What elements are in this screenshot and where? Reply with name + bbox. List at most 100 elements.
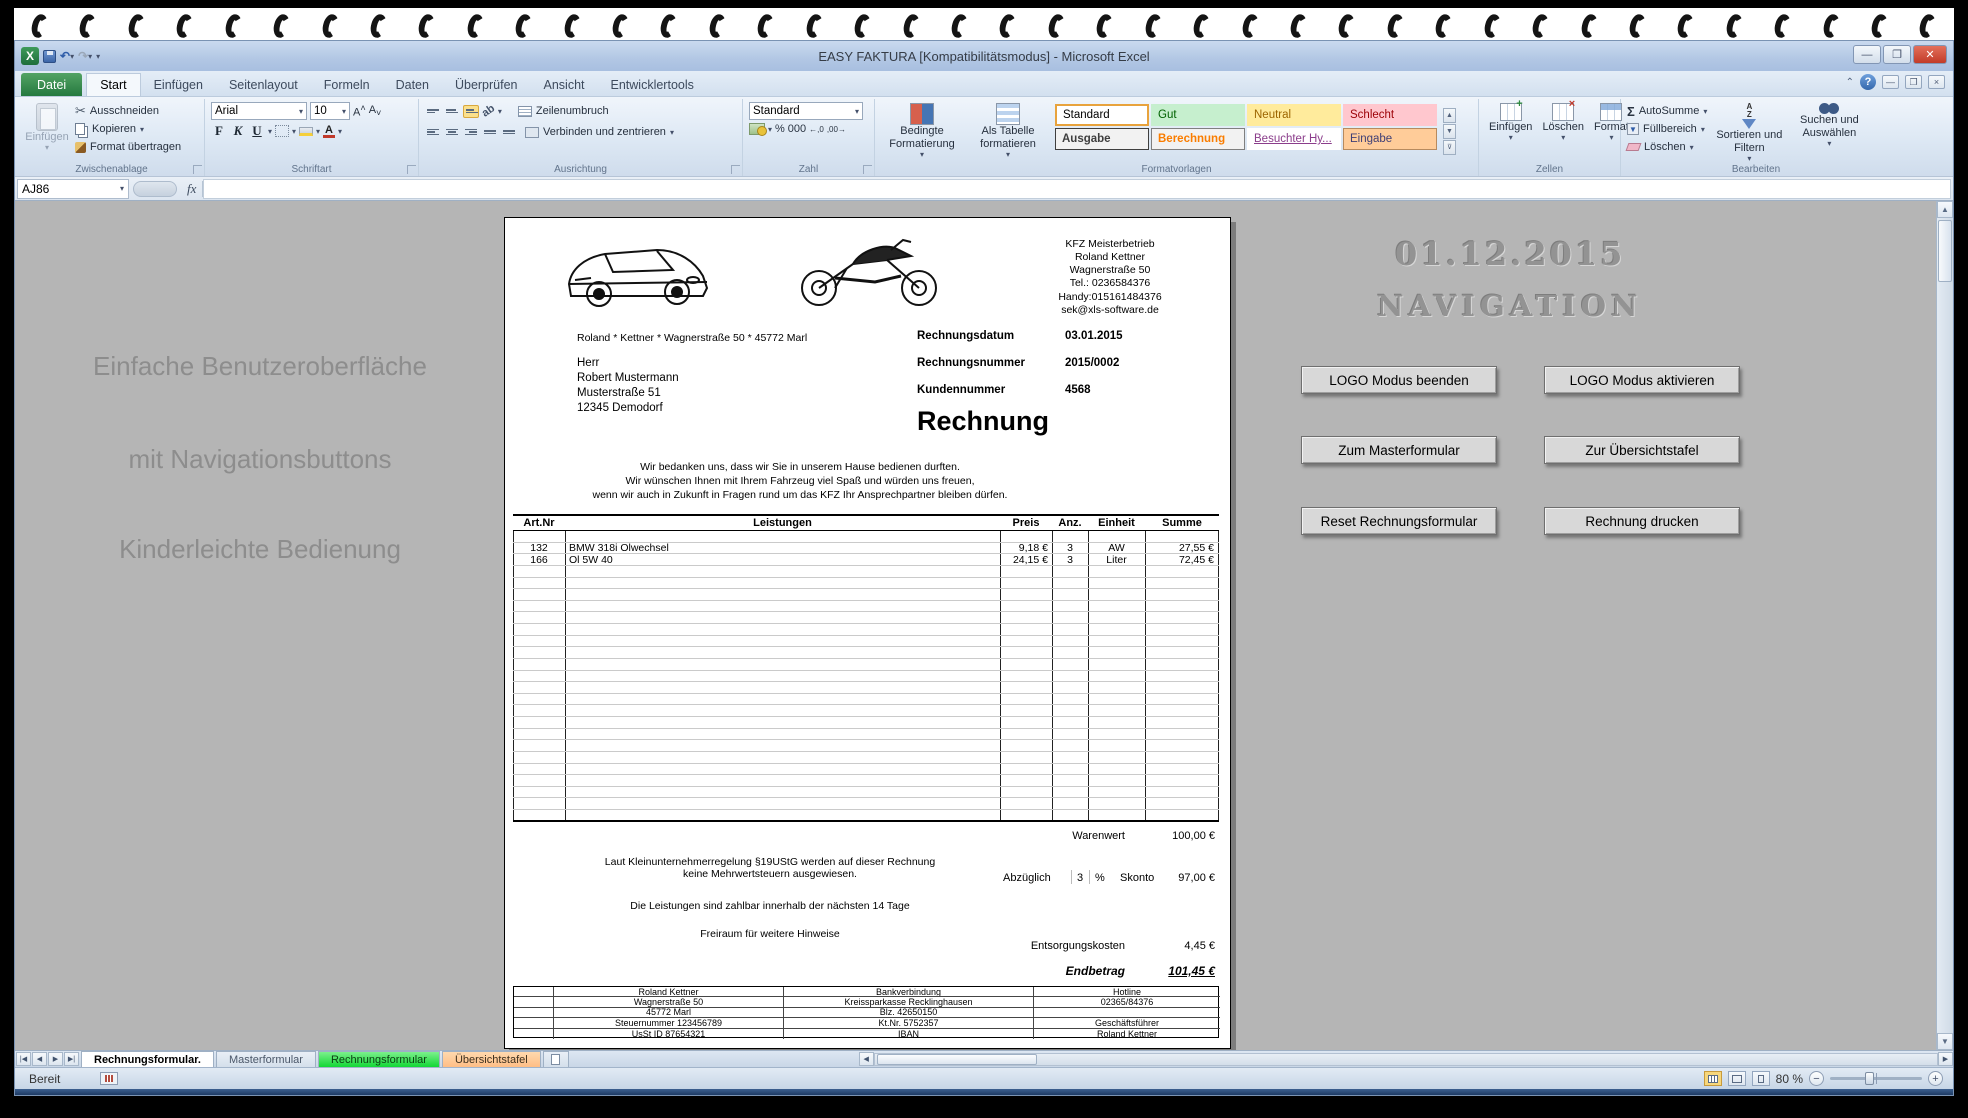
page-break-view-icon[interactable] <box>1751 1071 1770 1086</box>
tab-start[interactable]: Start <box>86 73 141 96</box>
maximize-button[interactable]: ❐ <box>1883 45 1911 64</box>
format-as-table-button[interactable]: Als Tabelle formatieren ▾ <box>967 102 1049 160</box>
align-left-icon[interactable] <box>425 126 441 139</box>
dialog-launcher-icon[interactable] <box>193 165 202 174</box>
scroll-up-icon[interactable]: ▲ <box>1937 201 1953 218</box>
borders-icon[interactable] <box>275 125 290 137</box>
save-button[interactable] <box>43 49 56 63</box>
clear-button[interactable]: Löschen ▾ <box>1625 138 1707 156</box>
prev-sheet-icon[interactable]: ◀ <box>32 1052 47 1066</box>
style-eingabe[interactable]: Eingabe <box>1343 128 1437 150</box>
increase-indent-icon[interactable] <box>501 126 517 139</box>
fill-button[interactable]: ▼ Füllbereich ▾ <box>1627 120 1707 138</box>
zum-masterformular-button[interactable]: Zum Masterformular <box>1301 436 1497 464</box>
dialog-launcher-icon[interactable] <box>407 165 416 174</box>
dialog-launcher-icon[interactable] <box>863 165 872 174</box>
tab-ueberpruefen[interactable]: Überprüfen <box>454 77 518 92</box>
autosum-button[interactable]: Σ AutoSumme ▾ <box>1627 103 1708 119</box>
zoom-slider-thumb[interactable] <box>1864 1072 1874 1085</box>
dialog-launcher-icon[interactable] <box>731 165 740 174</box>
tab-formeln[interactable]: Formeln <box>323 77 370 92</box>
zur-uebersichtstafel-button[interactable]: Zur Übersichtstafel <box>1544 436 1740 464</box>
redo-button[interactable]: ↷ ▾ <box>78 49 93 63</box>
minimize-button[interactable]: — <box>1853 45 1881 64</box>
sheet-tab-masterformular[interactable]: Masterformular <box>215 1051 316 1067</box>
font-color-icon[interactable]: A <box>323 123 335 138</box>
orientation-icon[interactable]: ab <box>479 102 498 120</box>
shrink-font-button[interactable]: A˅ <box>368 103 382 119</box>
insert-worksheet-icon[interactable] <box>542 1051 569 1067</box>
insert-cells-button[interactable]: Einfügen▾ <box>1485 98 1536 143</box>
help-icon[interactable]: ? <box>1860 74 1876 90</box>
conditional-formatting-button[interactable]: Bedingte Formatierung ▾ <box>881 102 963 160</box>
customize-qat-button[interactable]: ▾ <box>96 51 101 61</box>
sheet-tab-rechnungsformular-active[interactable]: Rechnungsformular. <box>81 1051 214 1067</box>
italic-button[interactable]: K <box>233 123 243 138</box>
style-standard[interactable]: Standard <box>1055 104 1149 126</box>
cut-button[interactable]: ✂ Ausschneiden <box>75 103 160 118</box>
zoom-in-icon[interactable]: + <box>1928 1071 1943 1086</box>
rechnung-drucken-button[interactable]: Rechnung drucken <box>1544 507 1740 535</box>
scroll-down-icon[interactable]: ▼ <box>1937 1033 1953 1050</box>
name-box[interactable]: AJ86 ▾ <box>17 178 129 199</box>
decrease-decimal-icon[interactable]: ,00→ <box>826 124 846 134</box>
next-sheet-icon[interactable]: ▶ <box>48 1052 63 1066</box>
font-family-combo[interactable]: Arial ▾ <box>211 102 307 120</box>
align-center-icon[interactable] <box>444 126 460 139</box>
tab-entwicklertools[interactable]: Entwicklertools <box>610 77 694 92</box>
number-format-combo[interactable]: Standard ▾ <box>749 102 863 120</box>
vertical-scroll-thumb[interactable] <box>1938 220 1952 282</box>
zoom-out-icon[interactable]: − <box>1809 1071 1824 1086</box>
formula-input[interactable] <box>203 178 1951 199</box>
tab-ansicht[interactable]: Ansicht <box>543 77 585 92</box>
gallery-up-icon[interactable]: ▲ <box>1443 107 1456 123</box>
sheet-tab-uebersichtstafel[interactable]: Übersichtstafel <box>441 1051 541 1067</box>
accounting-format-icon[interactable] <box>749 123 767 136</box>
style-neutral[interactable]: Neutral <box>1247 104 1341 126</box>
close-button[interactable]: ✕ <box>1913 45 1947 64</box>
style-gut[interactable]: Gut <box>1151 104 1245 126</box>
vertical-scrollbar[interactable]: ▲ ▼ <box>1936 201 1953 1050</box>
workbook-restore-button[interactable]: ❐ <box>1905 75 1922 89</box>
horizontal-scroll-thumb[interactable] <box>876 1053 1037 1065</box>
fill-color-icon[interactable] <box>299 126 314 136</box>
gallery-more-icon[interactable]: ⊽ <box>1443 139 1456 155</box>
percent-style-button[interactable]: % <box>775 123 785 135</box>
find-select-button[interactable]: Suchen und Auswählen ▾ <box>1791 102 1867 164</box>
underline-button[interactable]: U <box>252 123 262 138</box>
align-bottom-icon[interactable] <box>463 104 479 118</box>
tab-einfuegen[interactable]: Einfügen <box>153 77 203 92</box>
tab-datei[interactable]: Datei <box>21 73 83 96</box>
normal-view-icon[interactable] <box>1703 1071 1722 1086</box>
logo-modus-aktivieren-button[interactable]: LOGO Modus aktivieren <box>1544 366 1740 394</box>
increase-decimal-icon[interactable]: ←,0 <box>809 124 824 134</box>
paste-button[interactable]: Einfügen ▾ <box>25 102 69 156</box>
workbook-minimize-button[interactable]: — <box>1882 75 1899 89</box>
comma-style-button[interactable]: 000 <box>787 123 807 135</box>
page-layout-view-icon[interactable] <box>1727 1071 1746 1086</box>
delete-cells-button[interactable]: Löschen▾ <box>1538 98 1588 143</box>
minimize-ribbon-icon[interactable]: ⌃ <box>1845 76 1854 88</box>
worksheet-canvas[interactable]: Einfache Benutzeroberfläche mit Navigati… <box>15 201 1936 1050</box>
format-cells-button[interactable]: Format ▾ <box>1590 102 1633 143</box>
workbook-close-button[interactable]: × <box>1928 75 1945 89</box>
zoom-level[interactable]: 80 % <box>1775 1071 1803 1086</box>
style-ausgabe[interactable]: Ausgabe <box>1055 128 1149 150</box>
font-size-combo[interactable]: 10 ▾ <box>310 102 350 120</box>
align-middle-icon[interactable] <box>444 105 460 118</box>
scroll-right-icon[interactable]: ▶ <box>1938 1052 1953 1066</box>
wrap-text-button[interactable]: Zeilenumbruch <box>517 102 609 120</box>
macro-record-icon[interactable] <box>100 1072 119 1085</box>
merge-center-button[interactable]: Verbinden und zentrieren ▾ <box>525 123 674 141</box>
grow-font-button[interactable]: A˄ <box>353 103 366 119</box>
logo-modus-beenden-button[interactable]: LOGO Modus beenden <box>1301 366 1497 394</box>
format-painter-button[interactable]: Format übertragen <box>75 138 181 156</box>
last-sheet-icon[interactable]: ▶| <box>64 1052 79 1066</box>
insert-function-icon[interactable]: fx <box>181 180 204 197</box>
reset-rechnungsformular-button[interactable]: Reset Rechnungsformular <box>1301 507 1497 535</box>
style-besuchter-hyperlink[interactable]: Besuchter Hy... <box>1247 128 1341 150</box>
gallery-down-icon[interactable]: ▼ <box>1443 123 1456 139</box>
copy-button[interactable]: Kopieren ▾ <box>75 120 181 138</box>
bold-button[interactable]: F <box>215 123 223 138</box>
